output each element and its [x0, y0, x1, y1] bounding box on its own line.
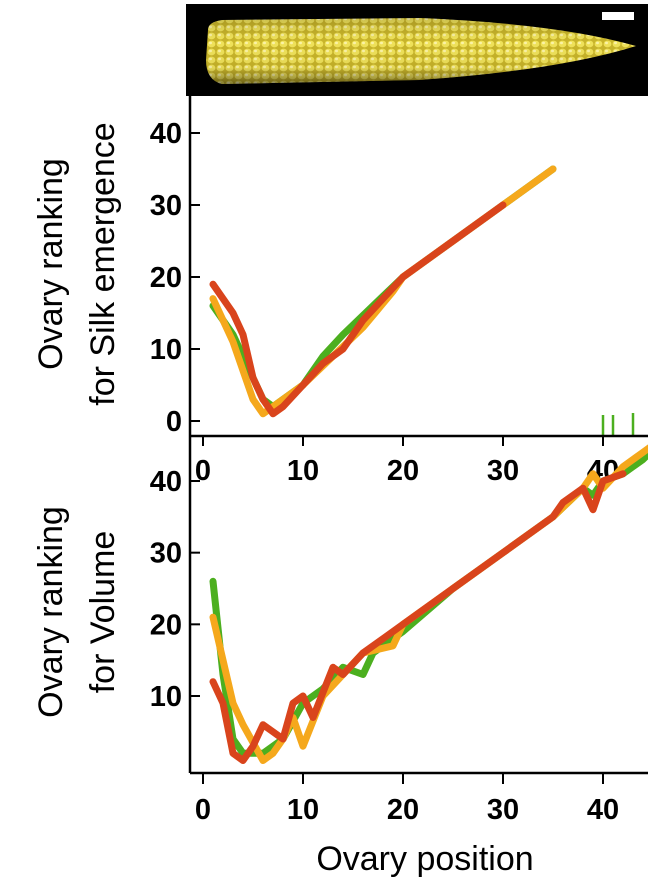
y-axis-title-line1: Ovary ranking [32, 158, 70, 370]
x-tick-label: 20 [387, 455, 419, 487]
scale-bar [602, 12, 634, 20]
corn-ear-shading [206, 18, 636, 84]
volume-chart: 10 20 30 40 0 10 20 30 40 Ovary ranking for Volume… [32, 436, 648, 878]
x-tick-label: 10 [287, 794, 319, 826]
series-line-red [209, 470, 627, 764]
y-axis-title-line2: for Silk emergence [84, 122, 122, 405]
y-tick-label: 20 [150, 609, 182, 641]
x-tick-label: 0 [195, 794, 211, 826]
x-tick-label: 10 [287, 455, 319, 487]
x-tick-label: 20 [387, 794, 419, 826]
series-group [209, 165, 557, 418]
y-tick-label: 0 [166, 406, 182, 438]
y-tick-label: 30 [150, 190, 182, 222]
y-axis-title-line2: for Volume [84, 531, 122, 694]
series-line-green [209, 449, 648, 757]
x-tick-label: 30 [487, 794, 519, 826]
x-tick-label: 0 [195, 455, 211, 487]
x-tick-label: 30 [487, 455, 519, 487]
y-tick-label: 30 [150, 538, 182, 570]
y-tick-label: 40 [150, 466, 182, 498]
series-line-orange [209, 444, 648, 764]
corn-ear-photo [186, 4, 648, 96]
y-tick-label: 10 [150, 334, 182, 366]
y-axis-title-line1: Ovary ranking [32, 506, 70, 718]
series-group [209, 444, 648, 764]
y-tick-label: 20 [150, 262, 182, 294]
x-tick-label: 40 [587, 794, 619, 826]
y-tick-label: 10 [150, 681, 182, 713]
x-axis-title: Ovary position [316, 840, 533, 878]
y-tick-label: 40 [150, 118, 182, 150]
series-line-red [209, 201, 507, 418]
